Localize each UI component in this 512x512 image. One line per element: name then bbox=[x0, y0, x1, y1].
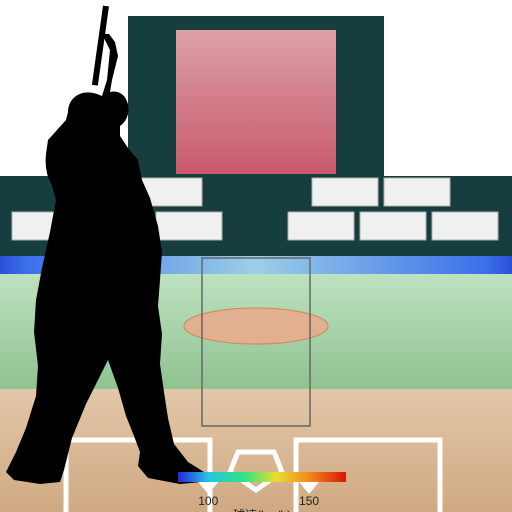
legend-axis-label: 球速(km/h) bbox=[233, 508, 291, 512]
legend-tick-label: 150 bbox=[299, 494, 319, 508]
pitch-location-chart: 100 150 球速(km/h) bbox=[0, 0, 512, 512]
speed-colorbar bbox=[178, 472, 346, 482]
chart-svg: 100 150 球速(km/h) bbox=[0, 0, 512, 512]
heatmap-panel bbox=[176, 30, 336, 174]
legend-tick-label: 100 bbox=[198, 494, 218, 508]
